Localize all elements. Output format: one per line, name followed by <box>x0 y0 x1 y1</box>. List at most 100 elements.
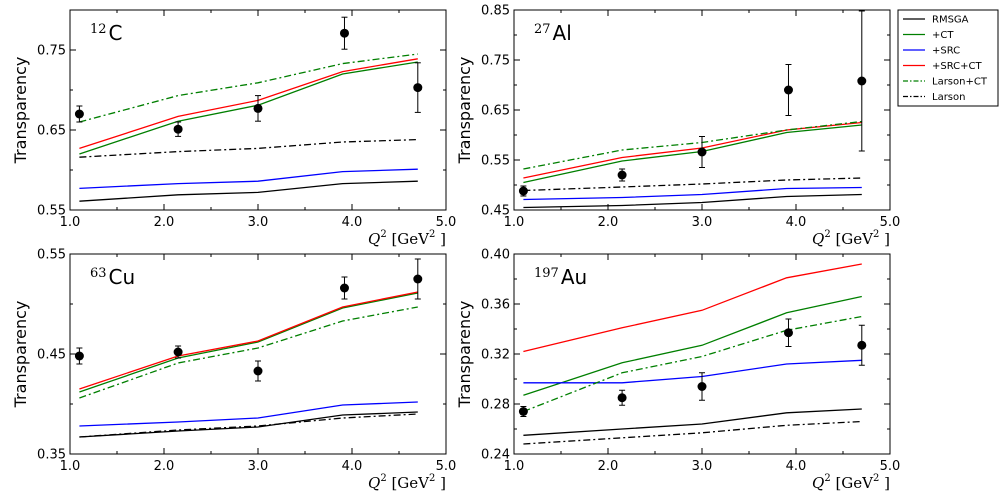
y-tick-label: 0.55 <box>481 154 510 169</box>
series-line-src-ct <box>79 291 418 390</box>
panel-title-mass-number: 27 <box>534 22 551 37</box>
series-line-larson <box>523 177 862 192</box>
legend-entry: Larson+CT <box>932 77 988 88</box>
legend-entry: +SRC <box>932 46 960 57</box>
y-tick-label: 0.65 <box>481 104 510 119</box>
x-axis-label-q: Q <box>812 474 824 492</box>
data-point <box>253 103 263 113</box>
data-point <box>857 340 867 350</box>
panel-title-element: Al <box>553 21 572 45</box>
x-tick-label: 5.0 <box>436 459 457 474</box>
y-tick-label: 0.35 <box>37 448 66 463</box>
data-point <box>413 274 423 284</box>
x-axis-label-unit: [GeV <box>387 230 430 248</box>
panel-title: 63 Cu <box>90 265 135 289</box>
data-point <box>518 186 528 196</box>
x-tick-label: 3.0 <box>248 215 269 230</box>
x-tick-label: 2.0 <box>598 459 619 474</box>
y-axis-label: Transparency <box>11 57 30 165</box>
x-axis-label-q: Q <box>812 230 824 248</box>
y-axis-label: Transparency <box>455 301 474 409</box>
panel-title: 27 Al <box>534 21 572 45</box>
data-point <box>697 382 707 391</box>
data-point <box>413 83 423 93</box>
x-tick-label: 5.0 <box>880 215 901 230</box>
data-point <box>173 124 183 134</box>
x-axis-label-unit: [GeV <box>831 230 874 248</box>
y-tick-label: 0.55 <box>37 204 66 219</box>
series-line-rmsga <box>79 411 418 438</box>
panel-al: 1.0 2.0 3.0 4.0 5.0 0.45 0.55 0.65 0.75 0.85 Trans… <box>455 4 900 249</box>
panel-c: 1.0 2.0 3.0 4.0 5.0 0.55 0.65 0.75 Transparency Q… <box>11 9 457 248</box>
series-line-src <box>79 401 418 427</box>
x-axis-label-sup: 2 <box>380 473 386 484</box>
panel-title-mass-number: 63 <box>90 266 107 281</box>
x-axis-label-unit-sup: 2 <box>873 229 879 240</box>
legend-entry: +SRC+CT <box>932 61 983 72</box>
y-tick-label: 0.24 <box>481 448 510 463</box>
series-line-rmsga <box>523 408 862 436</box>
data-point <box>339 28 349 38</box>
x-axis-label-unit: [GeV <box>831 474 874 492</box>
x-tick-label: 4.0 <box>342 459 363 474</box>
x-tick-label: 2.0 <box>154 215 175 230</box>
series-line-ct <box>523 295 862 396</box>
data-point <box>617 393 627 403</box>
series-line-larson-ct <box>523 120 862 170</box>
y-tick-label: 0.75 <box>481 54 510 69</box>
series-line-larson <box>523 420 862 445</box>
legend-box <box>897 9 999 107</box>
x-tick-label: 1.0 <box>504 215 525 230</box>
x-axis-label-unit: [GeV <box>387 474 430 492</box>
x-tick-label: 4.0 <box>786 215 807 230</box>
data-point <box>74 351 84 361</box>
x-axis-label-unit-sup: 2 <box>429 229 435 240</box>
panel-title: 197 Au <box>534 265 587 289</box>
x-tick-label: 2.0 <box>154 459 175 474</box>
series-line-src <box>523 186 862 201</box>
y-tick-label: 0.75 <box>37 44 66 59</box>
x-tick-label: 3.0 <box>692 459 713 474</box>
series-line-src-ct <box>523 263 862 353</box>
y-axis-label: Transparency <box>455 57 474 165</box>
x-tick-label: 5.0 <box>880 459 901 474</box>
series-line-src-ct <box>523 121 862 179</box>
series-line-ct <box>523 124 862 184</box>
data-point <box>783 85 793 95</box>
panel-title-mass-number: 12 <box>90 22 107 37</box>
x-axis-label-sup: 2 <box>824 229 830 240</box>
legend: RMSGA +CT +SRC +SRC+CT Larson+CT Larson <box>897 9 999 107</box>
x-axis-label: Q2 [GeV2 ] <box>812 229 890 248</box>
data-point <box>253 366 263 376</box>
x-axis-label-unit-sup: 2 <box>873 473 879 484</box>
series-line-rmsga <box>79 180 418 202</box>
panel-title-element: C <box>109 21 123 45</box>
panel-au: 1.0 2.0 3.0 4.0 5.0 0.24 0.28 0.32 0.36 0.40 Trans… <box>455 248 900 493</box>
x-axis-label-unit-close: ] <box>435 230 446 248</box>
data-point <box>857 76 867 86</box>
x-axis-label: Q2 [GeV2 ] <box>368 473 446 492</box>
series-line-ct <box>79 292 418 393</box>
x-axis-label-q: Q <box>368 474 380 492</box>
panel-title-mass-number: 197 <box>534 266 559 281</box>
y-tick-label: 0.28 <box>481 398 510 413</box>
x-tick-label: 3.0 <box>692 215 713 230</box>
x-tick-label: 2.0 <box>598 215 619 230</box>
y-tick-label: 0.45 <box>481 204 510 219</box>
series-line-rmsga <box>523 193 862 209</box>
y-tick-label: 0.40 <box>481 248 510 263</box>
x-tick-label: 1.0 <box>60 215 81 230</box>
x-tick-label: 1.0 <box>504 459 525 474</box>
data-point <box>339 283 349 293</box>
x-tick-label: 5.0 <box>436 215 457 230</box>
series-line-larson-ct <box>79 53 418 123</box>
data-point <box>617 170 627 180</box>
data-point <box>173 347 183 357</box>
series-line-larson-ct <box>523 315 862 413</box>
y-tick-label: 0.32 <box>481 348 510 363</box>
x-tick-label: 3.0 <box>248 459 269 474</box>
x-axis-label-q: Q <box>368 230 380 248</box>
series-line-larson <box>79 413 418 438</box>
data-point <box>783 328 793 338</box>
